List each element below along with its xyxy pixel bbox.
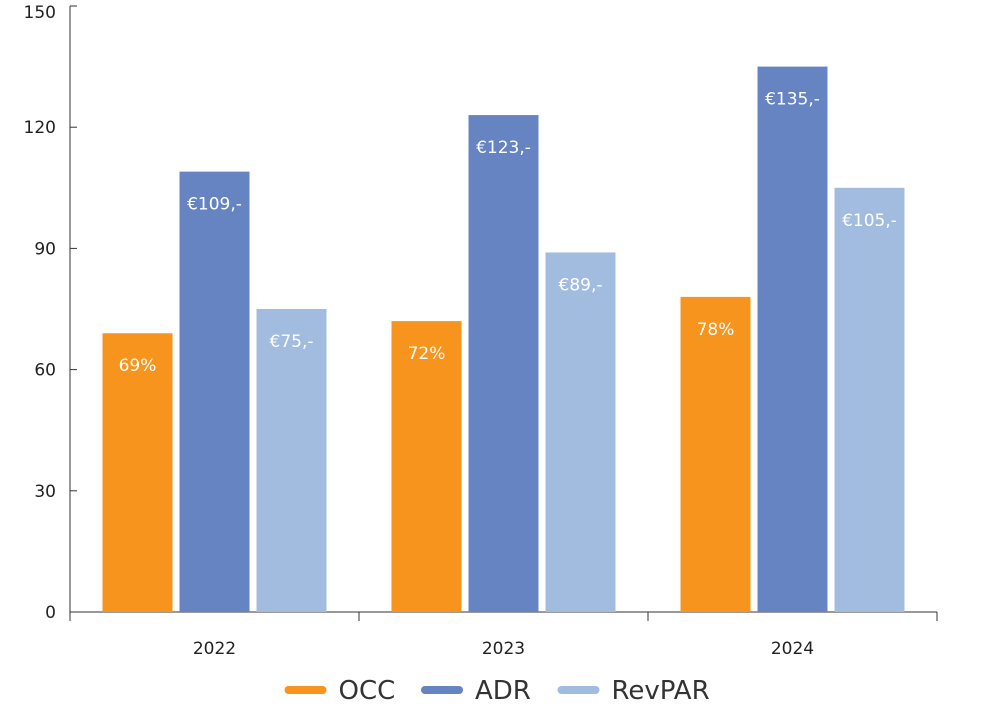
data-label-adr-2022: €109,- [187, 195, 242, 215]
y-tick-label: 0 [45, 603, 56, 623]
x-category-label: 2023 [482, 639, 525, 659]
data-label-revpar-2023: €89,- [559, 275, 603, 295]
y-tick-label: 120 [24, 118, 56, 138]
x-category-label: 2022 [193, 639, 236, 659]
legend: OCC ADR RevPAR [284, 676, 710, 706]
x-category-label: 2024 [771, 639, 814, 659]
y-tick-label: 60 [34, 361, 56, 381]
bar-occ-2022 [102, 333, 173, 612]
data-label-occ-2024: 78% [697, 320, 735, 340]
bars-group: 69% €109,- €75,- 72% €123,- €89,- 78% €135,- €10… [102, 66, 905, 613]
legend-swatch [284, 686, 327, 694]
y-tick-label: 90 [34, 239, 56, 259]
legend-label: ADR [475, 676, 531, 706]
bar-revpar-2022 [256, 309, 327, 612]
legend-swatch [421, 686, 463, 694]
legend-label: OCC [339, 676, 396, 706]
data-label-adr-2023: €123,- [476, 138, 531, 158]
data-label-occ-2023: 72% [408, 344, 446, 364]
data-label-revpar-2022: €75,- [270, 332, 314, 352]
data-label-occ-2022: 69% [119, 356, 157, 376]
legend-item-revpar: RevPAR [557, 676, 710, 706]
bar-revpar-2024 [834, 187, 905, 613]
legend-item-adr: ADR [421, 676, 531, 706]
bar-revpar-2023 [545, 252, 616, 612]
y-axis: 0 30 60 90 120 150 [24, 3, 77, 623]
y-tick-label: 30 [34, 482, 56, 502]
bar-adr-2022 [179, 171, 250, 612]
legend-item-occ: OCC [284, 676, 396, 706]
legend-label: RevPAR [612, 676, 710, 706]
legend-swatch [557, 686, 600, 694]
bar-occ-2024 [680, 296, 751, 612]
y-tick-label: 150 [24, 3, 56, 23]
bar-adr-2024 [757, 66, 828, 613]
data-label-adr-2024: €135,- [765, 90, 820, 110]
bar-occ-2023 [391, 321, 462, 612]
bar-adr-2023 [468, 115, 539, 612]
x-axis: 2022 2023 2024 [69, 611, 938, 659]
data-label-revpar-2024: €105,- [842, 211, 897, 231]
